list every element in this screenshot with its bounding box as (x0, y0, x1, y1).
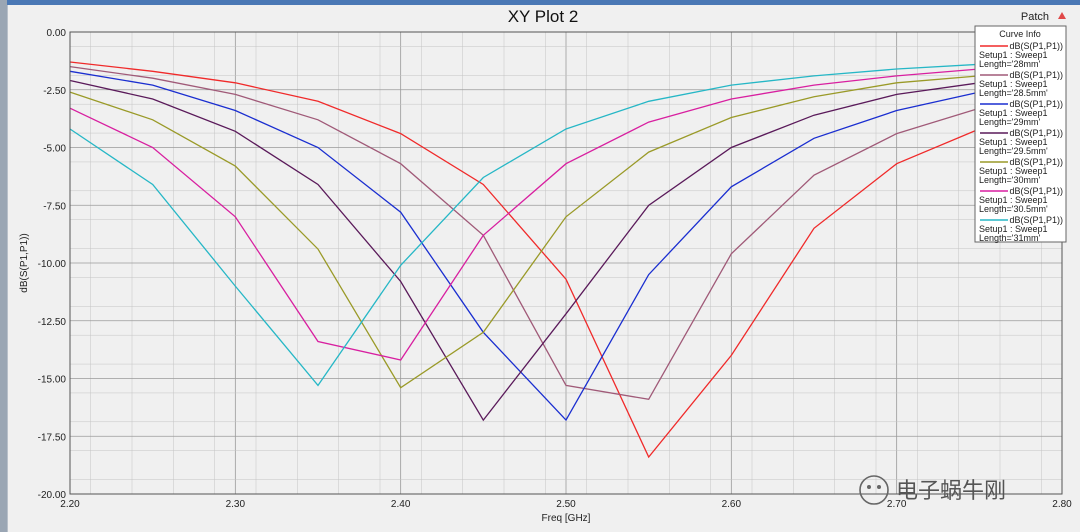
legend-name-5: dB(S(P1,P1)) (1009, 186, 1063, 196)
legend-header: Curve Info (999, 29, 1041, 39)
legend-entries: dB(S(P1,P1))Setup1 : Sweep1Length='28mm'… (979, 41, 1063, 243)
chart-title: XY Plot 2 (508, 7, 579, 26)
plot-area-border (69, 31, 1063, 495)
legend-setup-3: Setup1 : Sweep1 (979, 137, 1048, 147)
series-line-2 (69, 70, 1063, 422)
y-tick-label: -10.00 (38, 259, 67, 270)
legend-name-4: dB(S(P1,P1)) (1009, 157, 1063, 167)
y-tick-label: 0.00 (47, 28, 67, 39)
x-tick-label: 2.40 (391, 499, 411, 510)
series-line-1 (69, 65, 1063, 401)
y-tick-label: -7.50 (43, 201, 66, 212)
legend-name-0: dB(S(P1,P1)) (1009, 41, 1063, 51)
plot-window[interactable]: 2.20 2.30 2.40 2.50 2.60 2.70 2.80 0.00 -2.50 -5… (7, 5, 1080, 532)
legend-length-3: Length='29.5mm' (979, 146, 1048, 156)
legend-setup-5: Setup1 : Sweep1 (979, 195, 1048, 205)
y-tick-label: -5.00 (43, 144, 66, 155)
y-axis-label: dB(S(P1,P1)) (19, 233, 30, 292)
xy-plot-chart[interactable]: 2.20 2.30 2.40 2.50 2.60 2.70 2.80 0.00 -2.50 -5… (8, 5, 1080, 532)
x-tick-label: 2.50 (556, 499, 576, 510)
series-line-3 (69, 70, 1063, 422)
window-top-border (0, 0, 1080, 5)
y-tick-label: -17.50 (38, 432, 67, 443)
y-tick-label: -2.50 (43, 86, 66, 97)
legend-name-3: dB(S(P1,P1)) (1009, 128, 1063, 138)
legend-length-4: Length='30mm' (979, 175, 1041, 185)
x-tick-label: 2.30 (226, 499, 246, 510)
x-tick-labels: 2.20 2.30 2.40 2.50 2.60 2.70 2.80 (60, 499, 1072, 510)
legend-length-0: Length='28mm' (979, 59, 1041, 69)
x-tick-label: 2.20 (60, 499, 80, 510)
y-tick-label: -15.00 (38, 375, 67, 386)
series-line-5 (69, 63, 1063, 361)
series-line-6 (69, 61, 1063, 387)
patch-marker-icon[interactable] (1058, 12, 1066, 19)
y-tick-label: -12.50 (38, 317, 67, 328)
wechat-icon-dot (867, 485, 871, 489)
legend-setup-2: Setup1 : Sweep1 (979, 108, 1048, 118)
y-tick-labels: 0.00 -2.50 -5.00 -7.50 -10.00 -12.50 -15.00 -17… (38, 28, 67, 501)
legend-name-1: dB(S(P1,P1)) (1009, 70, 1063, 80)
series-line-4 (69, 68, 1063, 389)
series-lines (69, 61, 1063, 459)
series-line-0 (69, 61, 1063, 459)
watermark-text: 电子蜗牛刚 (896, 479, 1006, 504)
x-tick-label: 2.80 (1052, 499, 1072, 510)
side-panel-edge (0, 0, 7, 532)
grid-lines (69, 31, 1063, 495)
legend-name-6: dB(S(P1,P1)) (1009, 215, 1063, 225)
legend-setup-0: Setup1 : Sweep1 (979, 50, 1048, 60)
x-tick-label: 2.60 (722, 499, 742, 510)
x-axis-label: Freq [GHz] (542, 513, 591, 524)
watermark: 电子蜗牛刚 (859, 475, 1006, 505)
legend-length-5: Length='30.5mm' (979, 204, 1048, 214)
wechat-icon (859, 475, 889, 505)
legend-length-2: Length='29mm' (979, 117, 1041, 127)
patch-label: Patch (1021, 11, 1049, 23)
y-tick-label: -20.00 (38, 490, 67, 501)
legend-length-6: Length='31mm' (979, 233, 1041, 243)
legend-setup-1: Setup1 : Sweep1 (979, 79, 1048, 89)
legend-length-1: Length='28.5mm' (979, 88, 1048, 98)
legend-box (974, 25, 1067, 243)
wechat-icon-dot (877, 485, 881, 489)
legend-setup-4: Setup1 : Sweep1 (979, 166, 1048, 176)
legend-name-2: dB(S(P1,P1)) (1009, 99, 1063, 109)
curve-info-legend[interactable]: Curve Info dB(S(P1,P1))Setup1 : Sweep1Le… (974, 25, 1067, 243)
legend-setup-6: Setup1 : Sweep1 (979, 224, 1048, 234)
x-tick-label: 2.70 (887, 499, 907, 510)
